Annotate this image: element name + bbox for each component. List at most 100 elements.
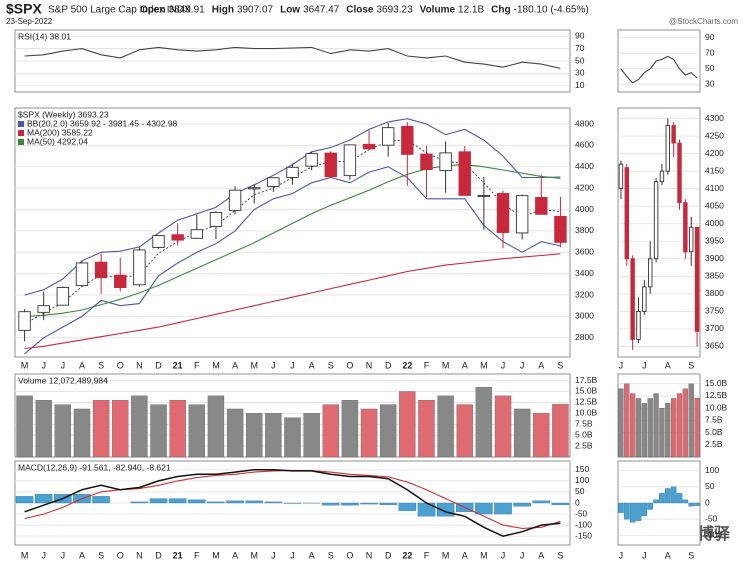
x-tick-label: A [309,360,315,370]
y-tick-label: 0 [705,497,710,507]
x-tick-label: M [212,360,220,370]
quote-value: 12.1B [458,5,484,16]
candle-body [362,143,376,150]
x-tick-label: A [232,360,238,370]
x-tick-label: N [366,550,373,560]
volume-bar [303,413,320,458]
x-tick-label: N [136,550,143,560]
quote-value: 3907.07 [237,5,274,16]
quote-label: Close [346,5,374,16]
x-tick-label: N [366,360,373,370]
volume-bar [456,404,473,458]
candle-body [648,258,653,288]
macd-histogram [665,488,671,504]
rsi-line [24,46,561,69]
y-tick-label: 3800 [705,288,724,298]
volume-bar [92,400,110,458]
candle-body [659,170,665,183]
y-tick-label: 70 [575,43,585,53]
legend-label: $SPX (Weekly) 3693.23 [18,109,109,119]
x-tick-label: J [619,550,624,560]
legend-label: MACD(12,26,9) -91.561, -82.940, -8.621 [18,462,171,472]
candle-body [496,193,510,233]
y-tick-label: 5.0B [575,429,593,439]
x-tick-label: S [688,360,694,370]
x-tick-label: J [271,360,276,370]
band-middle [24,139,561,325]
candle-body [171,234,184,241]
y-tick-label: 30 [705,79,715,89]
macd-histogram [34,494,53,504]
candle-body [152,235,165,248]
x-tick-label: M [442,360,450,370]
y-tick-label: 10 [575,80,585,90]
volume-bar [131,395,148,458]
y-tick-label: 100 [575,475,589,485]
y-tick-label: -150 [575,530,592,540]
candle-body [286,166,299,178]
x-tick-label: J [619,360,624,370]
panel-frame [617,107,701,358]
y-tick-label: 3200 [575,289,594,299]
candle-body [381,127,395,146]
x-tick-label: D [385,360,392,370]
y-tick-label: 3700 [705,323,724,333]
volume-bar [360,408,378,458]
x-tick-label: J [501,550,506,560]
y-tick-label: -50 [575,508,588,518]
y-tick-label: 3800 [575,225,594,235]
x-tick-label: O [117,360,124,370]
x-tick-label: J [61,360,66,370]
y-tick-label: 3850 [705,271,724,281]
macd-histogram [629,502,636,523]
y-tick-label: 4150 [705,165,724,175]
macd-histogram [659,493,665,504]
candle-body [75,262,89,287]
x-tick-label: M [480,550,488,560]
legend-label: MA(200) 3585.22 [27,127,93,137]
band-lower [24,166,561,355]
y-tick-label: 4000 [575,204,594,214]
candle-body [401,125,414,155]
legend-label: MA(50) 4292.04 [27,136,88,146]
y-tick-label: 4800 [575,118,594,128]
volume-bar [437,395,454,458]
x-tick-label: A [538,550,544,560]
x-tick-label: J [642,550,647,560]
y-tick-label: 15.0B [575,386,598,396]
y-tick-label: 4600 [575,140,594,150]
volume-bar [671,398,677,458]
candle-body [665,125,670,172]
volume-bar [73,408,91,458]
y-tick-label: 4050 [705,200,724,210]
volume-bar [418,400,435,458]
y-tick-label: 50 [575,55,585,65]
x-tick-label: A [232,550,238,560]
candle-body [114,274,127,288]
macd-histogram [130,501,149,504]
volume-bar [665,403,671,458]
macd-histogram [694,502,700,506]
macd-histogram [264,501,283,504]
macd-histogram [226,500,244,504]
macd-histogram [670,486,677,504]
y-tick-label: 70 [705,48,715,58]
x-tick-label: M [250,360,258,370]
x-tick-label: O [117,550,124,560]
volume-bar [265,413,282,458]
macd-histogram [618,502,624,513]
y-tick-label: 3650 [705,341,724,351]
y-tick-label: 17.5B [575,375,598,385]
volume-bar [624,383,630,458]
macd-histogram [168,498,187,504]
y-tick-label: 4100 [705,183,724,193]
y-tick-label: 3750 [705,306,724,316]
x-tick-label: S [557,550,563,560]
quote-label: Low [280,5,300,16]
volume-bar [54,404,72,458]
x-tick-label: J [271,550,276,560]
x-tick-label: D [155,550,162,560]
y-tick-label: 90 [575,30,585,40]
volume-bar [16,395,33,458]
volume-bar [380,404,397,458]
